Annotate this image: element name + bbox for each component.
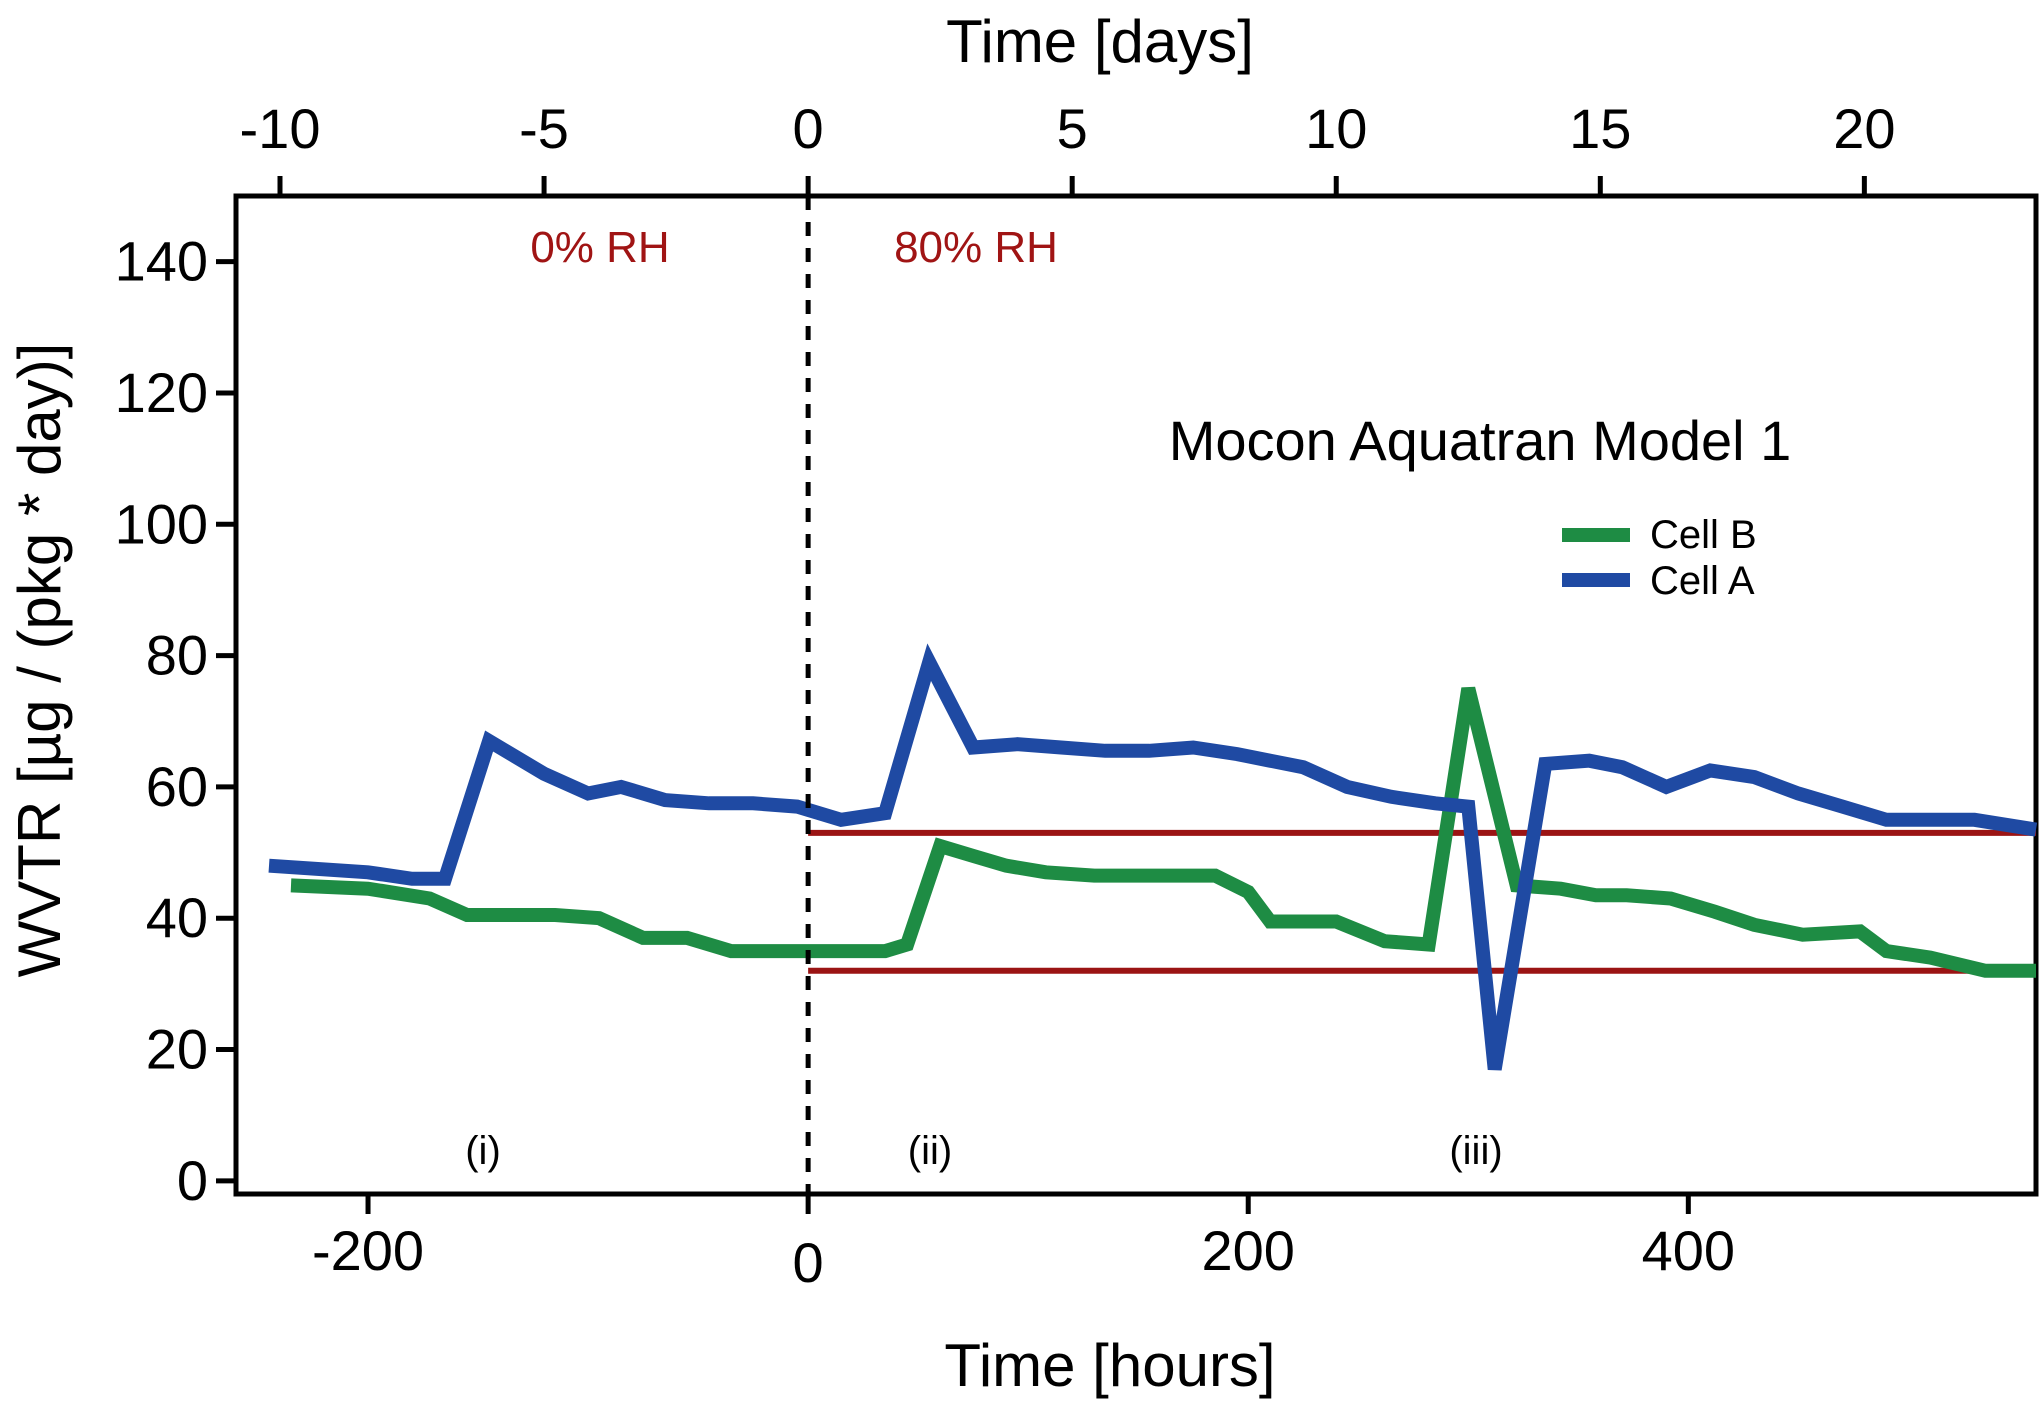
y-tick-label: 140 <box>115 230 208 293</box>
annotation-80-rh: 80% RH <box>894 223 1058 272</box>
top-tick-label: 20 <box>1833 97 1895 160</box>
y-tick-label: 80 <box>146 624 208 687</box>
top-axis-title: Time [days] <box>946 8 1254 75</box>
x-tick-label: 200 <box>1202 1219 1295 1282</box>
y-tick-label: 20 <box>146 1018 208 1081</box>
top-tick-label: 0 <box>793 97 824 160</box>
y-tick-label: 100 <box>115 492 208 555</box>
y-tick-label: 40 <box>146 886 208 949</box>
annotation-marker-i: (i) <box>465 1129 501 1173</box>
series-line-cell-b <box>290 686 2036 978</box>
x-axis-ticks: -200 0 200 400 <box>312 1194 1735 1294</box>
plot-frame <box>233 193 2039 1197</box>
annotation-marker-ii: (ii) <box>908 1129 952 1173</box>
y-axis-title: WVTR [µg / (pkg * day)] <box>6 343 73 978</box>
annotation-marker-iii: (iii) <box>1449 1129 1502 1173</box>
y-tick-label: 0 <box>177 1149 208 1212</box>
y-tick-label: 120 <box>115 361 208 424</box>
top-tick-label: 15 <box>1569 97 1631 160</box>
legend-label-cell-a: Cell A <box>1650 559 1755 603</box>
annotation-0-rh: 0% RH <box>530 223 669 272</box>
y-tick-label: 60 <box>146 755 208 818</box>
legend: Cell B Cell A <box>1562 513 1757 603</box>
top-tick-label: -5 <box>519 97 569 160</box>
top-axis-ticks: -10 -5 0 5 10 15 20 <box>240 97 1896 196</box>
x-axis-title: Time [hours] <box>944 1332 1275 1399</box>
top-tick-label: 5 <box>1057 97 1088 160</box>
x-tick-label: 0 <box>793 1231 824 1294</box>
x-tick-label: 400 <box>1642 1219 1735 1282</box>
series-layer <box>268 643 2038 1071</box>
y-axis-ticks: 0 20 40 60 80 100 120 140 <box>115 230 236 1212</box>
series-line-cell-a <box>268 643 2038 1071</box>
legend-label-cell-b: Cell B <box>1650 513 1757 557</box>
top-tick-label: 10 <box>1305 97 1367 160</box>
top-tick-label: -10 <box>240 97 321 160</box>
reference-lines <box>808 829 2036 974</box>
chart-title: Mocon Aquatran Model 1 <box>1169 409 1792 472</box>
x-tick-label: -200 <box>312 1219 424 1282</box>
